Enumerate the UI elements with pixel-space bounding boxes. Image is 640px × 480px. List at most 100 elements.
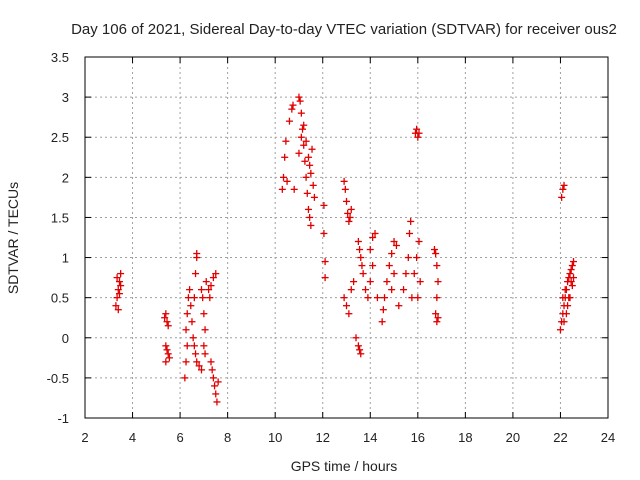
data-point bbox=[209, 374, 217, 382]
data-point bbox=[283, 177, 291, 185]
data-point bbox=[212, 390, 220, 398]
x-tick-label: 10 bbox=[268, 430, 282, 445]
data-point bbox=[413, 125, 421, 133]
data-point bbox=[566, 270, 574, 278]
data-point bbox=[300, 141, 308, 149]
y-tick-label: -0.5 bbox=[47, 371, 69, 386]
y-tick-label: -1 bbox=[57, 411, 69, 426]
data-point bbox=[207, 282, 215, 290]
x-tick-label: 4 bbox=[129, 430, 136, 445]
data-point bbox=[416, 278, 424, 286]
data-point bbox=[304, 205, 312, 213]
data-point bbox=[350, 278, 358, 286]
data-point bbox=[117, 270, 125, 278]
data-point bbox=[564, 302, 572, 310]
data-point bbox=[189, 334, 197, 342]
x-tick-label: 8 bbox=[224, 430, 231, 445]
data-point bbox=[388, 250, 396, 258]
data-point bbox=[340, 294, 348, 302]
x-tick-label: 22 bbox=[553, 430, 567, 445]
data-point bbox=[558, 193, 566, 201]
y-tick-label: 2.5 bbox=[51, 130, 69, 145]
data-point bbox=[343, 302, 350, 310]
data-point bbox=[434, 314, 442, 322]
plot-frame bbox=[84, 56, 609, 419]
data-point bbox=[385, 262, 393, 270]
data-point bbox=[405, 229, 413, 237]
data-point bbox=[561, 286, 569, 294]
x-tick-label: 16 bbox=[411, 430, 425, 445]
data-point bbox=[345, 217, 353, 225]
data-point bbox=[164, 350, 172, 358]
data-point bbox=[211, 382, 219, 390]
data-point bbox=[373, 294, 381, 302]
data-point bbox=[193, 358, 201, 366]
chart-title: Day 106 of 2021, Sidereal Day-to-day VTE… bbox=[71, 21, 617, 38]
data-point bbox=[115, 278, 123, 286]
data-point bbox=[358, 262, 366, 270]
data-point bbox=[320, 229, 328, 237]
data-point bbox=[347, 205, 355, 213]
data-point bbox=[369, 262, 377, 270]
data-point bbox=[308, 145, 316, 153]
data-point bbox=[192, 350, 200, 358]
data-point bbox=[414, 133, 422, 141]
data-point bbox=[356, 346, 364, 354]
data-point bbox=[303, 189, 311, 197]
data-point bbox=[560, 181, 568, 189]
data-point bbox=[356, 246, 364, 254]
data-point bbox=[340, 177, 348, 185]
data-point bbox=[345, 310, 353, 318]
data-point bbox=[556, 326, 564, 334]
data-point bbox=[559, 185, 567, 193]
y-tick-label: 0.5 bbox=[51, 291, 69, 306]
data-point bbox=[280, 173, 288, 181]
x-tick-label: 6 bbox=[176, 430, 183, 445]
data-point bbox=[297, 133, 305, 141]
data-point bbox=[193, 250, 201, 258]
data-point bbox=[307, 221, 315, 229]
data-point bbox=[207, 358, 215, 366]
data-point bbox=[285, 117, 293, 125]
y-tick-label: 3.5 bbox=[51, 50, 69, 65]
data-point bbox=[415, 129, 423, 137]
data-point bbox=[310, 193, 318, 201]
data-point bbox=[306, 213, 314, 221]
data-point bbox=[183, 310, 191, 318]
data-point bbox=[192, 270, 200, 278]
data-point bbox=[163, 346, 171, 354]
data-point bbox=[296, 97, 304, 105]
data-point bbox=[354, 238, 362, 246]
data-point bbox=[432, 250, 440, 258]
data-point bbox=[410, 270, 418, 278]
data-point bbox=[301, 157, 309, 165]
data-point bbox=[162, 358, 170, 366]
y-tick-label: 1 bbox=[62, 251, 69, 266]
data-point bbox=[346, 213, 354, 221]
y-tick-label: 2 bbox=[62, 170, 69, 185]
data-point bbox=[400, 286, 408, 294]
data-point bbox=[320, 201, 328, 209]
data-point bbox=[290, 185, 298, 193]
data-point bbox=[212, 270, 220, 278]
data-point bbox=[112, 302, 120, 310]
data-point bbox=[413, 254, 421, 262]
data-point bbox=[357, 254, 365, 262]
data-point bbox=[364, 294, 372, 302]
data-point bbox=[190, 342, 198, 350]
data-point bbox=[390, 238, 398, 246]
data-point bbox=[433, 318, 441, 326]
data-point bbox=[197, 366, 205, 374]
y-axis-label: SDTVAR / TECUs bbox=[5, 182, 21, 294]
data-point bbox=[201, 326, 209, 334]
data-point bbox=[404, 254, 412, 262]
data-point bbox=[430, 246, 438, 254]
axis-ticks: 2 4 6 8 10 12 14 16 18 20 22 24-1-0.500.511.522.533… bbox=[47, 50, 616, 445]
data-point bbox=[383, 278, 391, 286]
data-point bbox=[115, 290, 123, 298]
data-point bbox=[302, 173, 310, 181]
data-point bbox=[378, 318, 386, 326]
data-point bbox=[183, 342, 191, 350]
data-point bbox=[366, 278, 374, 286]
data-point bbox=[197, 286, 205, 294]
